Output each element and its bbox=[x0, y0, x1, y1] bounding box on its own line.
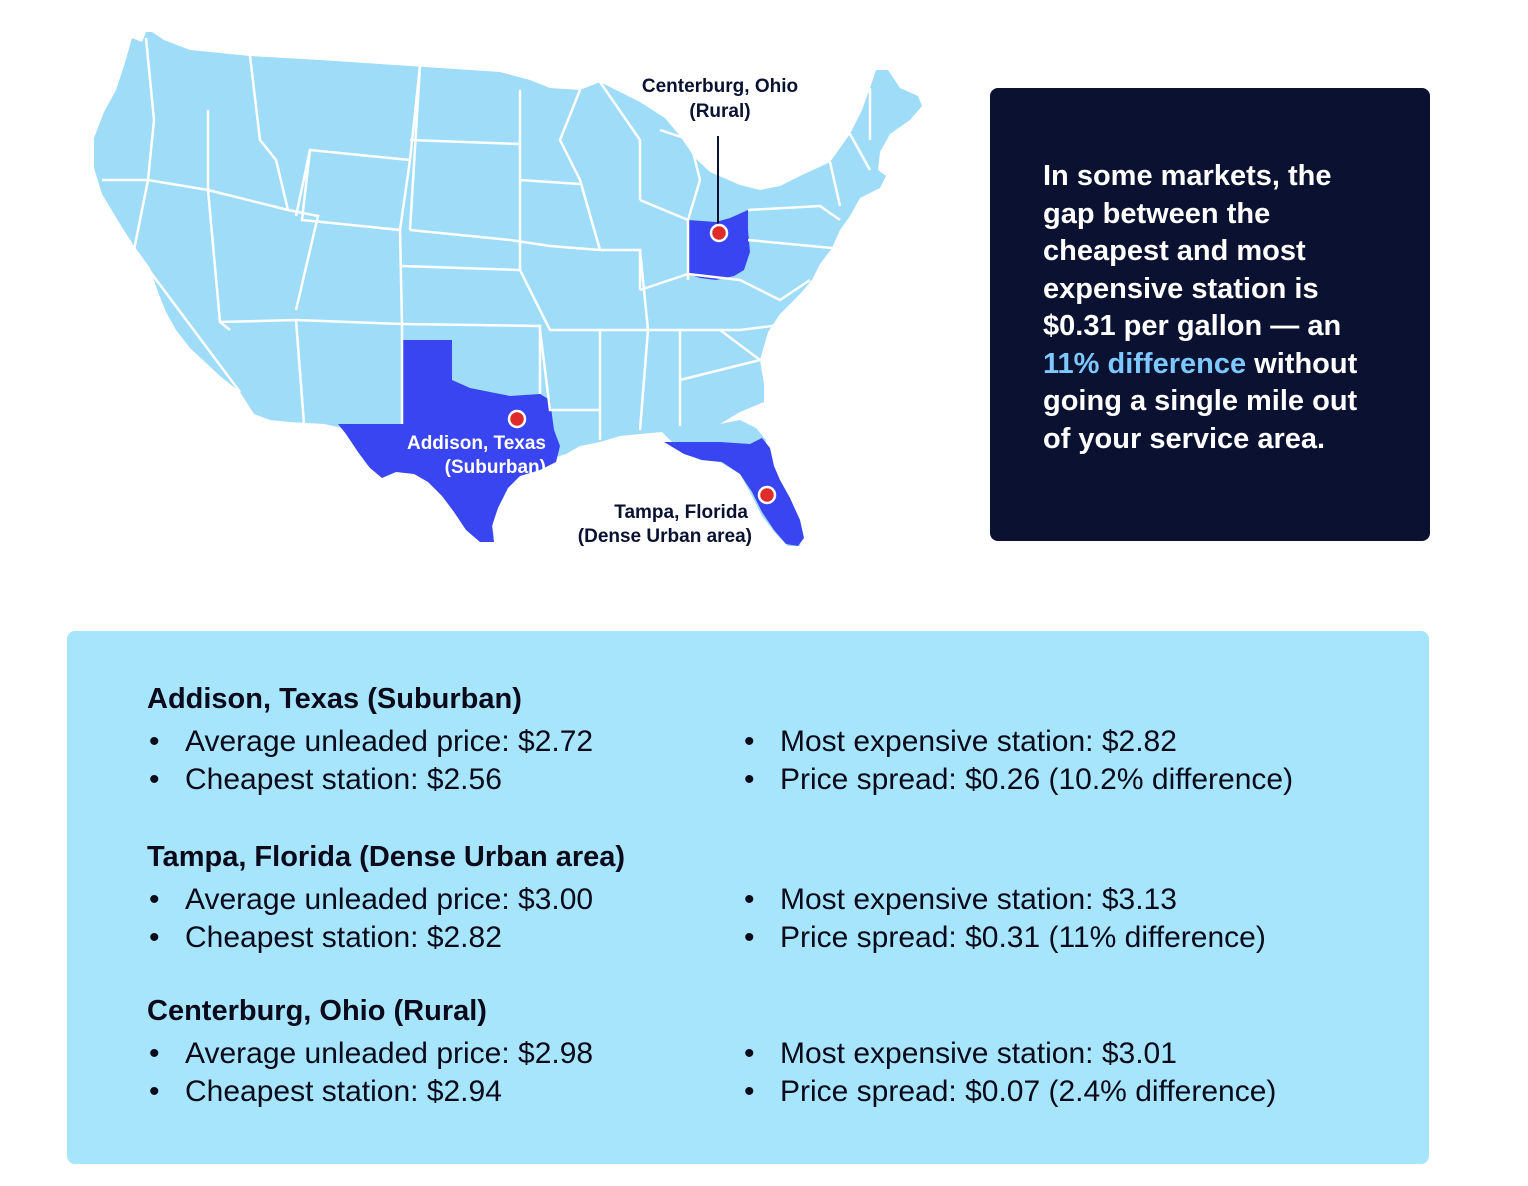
ohio-label-line1: Centerburg, Ohio bbox=[642, 76, 798, 97]
location-title: Addison, Texas (Suburban) bbox=[147, 683, 522, 715]
callout-box: In some markets, the gap between the che… bbox=[990, 88, 1430, 541]
stats-list-right: Most expensive station: $3.01 Price spre… bbox=[742, 1035, 1362, 1111]
ohio-state bbox=[688, 210, 750, 280]
texas-state bbox=[338, 340, 560, 542]
cheapest-item: Cheapest station: $2.56 bbox=[147, 761, 767, 799]
most-expensive-item: Most expensive station: $3.01 bbox=[742, 1035, 1362, 1073]
ohio-marker bbox=[709, 223, 729, 243]
texas-label-line1: Addison, Texas bbox=[407, 433, 546, 454]
callout-text-before: In some markets, the gap between the che… bbox=[1043, 160, 1342, 342]
stats-list-right: Most expensive station: $2.82 Price spre… bbox=[742, 723, 1362, 799]
stats-list-left: Average unleaded price: $2.98 Cheapest s… bbox=[147, 1035, 767, 1111]
florida-label-line2: (Dense Urban area) bbox=[578, 526, 752, 547]
texas-marker bbox=[507, 409, 527, 429]
callout-highlight: 11% difference bbox=[1043, 347, 1247, 380]
most-expensive-item: Most expensive station: $3.13 bbox=[742, 881, 1362, 919]
spread-item: Price spread: $0.07 (2.4% difference) bbox=[742, 1073, 1362, 1111]
location-title: Centerburg, Ohio (Rural) bbox=[147, 995, 487, 1027]
location-centerburg: Centerburg, Ohio (Rural) Average unleade… bbox=[147, 993, 1387, 1111]
us-map: Centerburg, Ohio (Rural) Addison, Texas … bbox=[80, 30, 940, 570]
florida-state bbox=[664, 438, 804, 546]
florida-marker bbox=[757, 485, 777, 505]
us-map-svg: Centerburg, Ohio (Rural) Addison, Texas … bbox=[94, 32, 922, 547]
cheapest-item: Cheapest station: $2.94 bbox=[147, 1073, 767, 1111]
state-borders bbox=[102, 37, 872, 440]
location-addison: Addison, Texas (Suburban) Average unlead… bbox=[147, 681, 1387, 799]
most-expensive-item: Most expensive station: $2.82 bbox=[742, 723, 1362, 761]
spread-item: Price spread: $0.26 (10.2% difference) bbox=[742, 761, 1362, 799]
avg-price-item: Average unleaded price: $3.00 bbox=[147, 881, 767, 919]
details-panel: Addison, Texas (Suburban) Average unlead… bbox=[67, 631, 1429, 1164]
florida-label-line1: Tampa, Florida bbox=[614, 502, 748, 523]
stats-list-right: Most expensive station: $3.13 Price spre… bbox=[742, 881, 1362, 957]
stats-list-left: Average unleaded price: $2.72 Cheapest s… bbox=[147, 723, 767, 799]
us-outline bbox=[94, 32, 922, 538]
texas-label-line2: (Suburban) bbox=[445, 457, 546, 478]
location-title: Tampa, Florida (Dense Urban area) bbox=[147, 841, 626, 873]
spread-item: Price spread: $0.31 (11% difference) bbox=[742, 919, 1362, 957]
ohio-label-line2: (Rural) bbox=[689, 101, 750, 122]
stats-list-left: Average unleaded price: $3.00 Cheapest s… bbox=[147, 881, 767, 957]
location-tampa: Tampa, Florida (Dense Urban area) Averag… bbox=[147, 839, 1387, 957]
callout-text-after: without going a single mile out of your … bbox=[1043, 347, 1358, 455]
cheapest-item: Cheapest station: $2.82 bbox=[147, 919, 767, 957]
avg-price-item: Average unleaded price: $2.72 bbox=[147, 723, 767, 761]
avg-price-item: Average unleaded price: $2.98 bbox=[147, 1035, 767, 1073]
